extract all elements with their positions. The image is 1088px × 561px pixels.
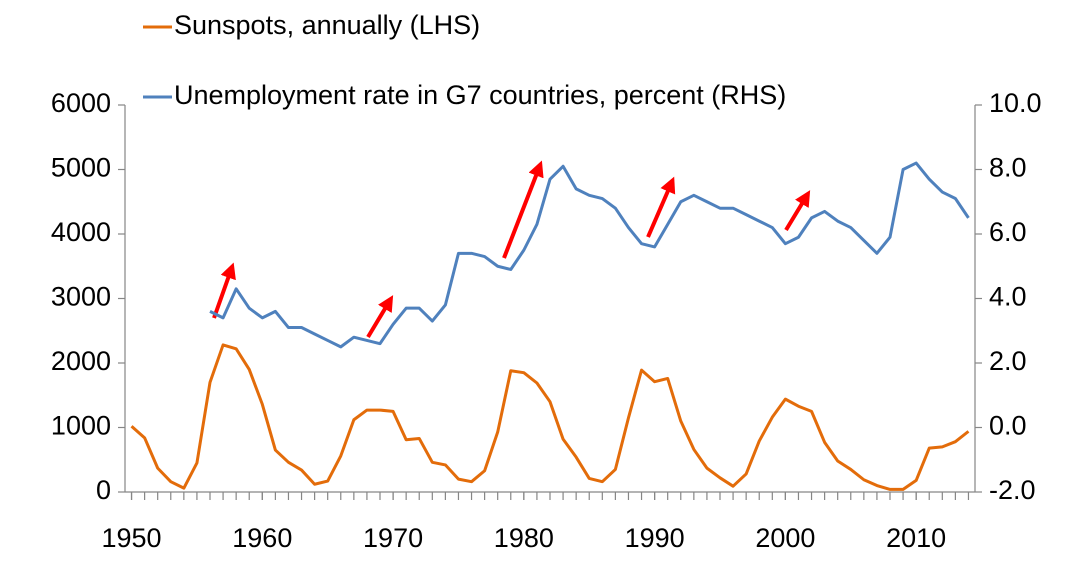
arrow — [212, 262, 236, 319]
y-tick-label: 6000 — [51, 88, 111, 118]
y-tick-label: 5000 — [51, 153, 111, 183]
x-tick-label: 1950 — [101, 523, 161, 553]
x-tick-label: 1960 — [232, 523, 292, 553]
legend-label: Unemployment rate in G7 countries, perce… — [174, 80, 786, 110]
y2-tick-label: 10.0 — [989, 88, 1042, 118]
y2-tick-label: 8.0 — [989, 153, 1027, 183]
y2-tick-label: -2.0 — [989, 475, 1036, 505]
y-tick-label: 4000 — [51, 217, 111, 247]
x-tick-label: 1970 — [363, 523, 423, 553]
x-tick-label: 1980 — [494, 523, 554, 553]
arrow — [366, 295, 394, 339]
y2-tick-label: 0.0 — [989, 411, 1027, 441]
y-tick-label: 1000 — [51, 411, 111, 441]
x-tick-label: 2010 — [886, 523, 946, 553]
arrow — [784, 190, 811, 232]
x-tick-label: 2000 — [755, 523, 815, 553]
legend-label: Sunspots, annually (LHS) — [174, 10, 480, 40]
y-tick-label: 3000 — [51, 282, 111, 312]
y2-tick-label: 6.0 — [989, 217, 1027, 247]
series-line — [130, 343, 970, 491]
y2-tick-label: 4.0 — [989, 282, 1027, 312]
arrow — [502, 160, 544, 259]
y-tick-label: 2000 — [51, 346, 111, 376]
x-tick-label: 1990 — [625, 523, 685, 553]
series-line — [209, 161, 970, 349]
annotation-arrows — [212, 160, 811, 339]
y-tick-label: 0 — [96, 475, 111, 505]
arrow — [646, 176, 676, 238]
y2-tick-label: 2.0 — [989, 346, 1027, 376]
